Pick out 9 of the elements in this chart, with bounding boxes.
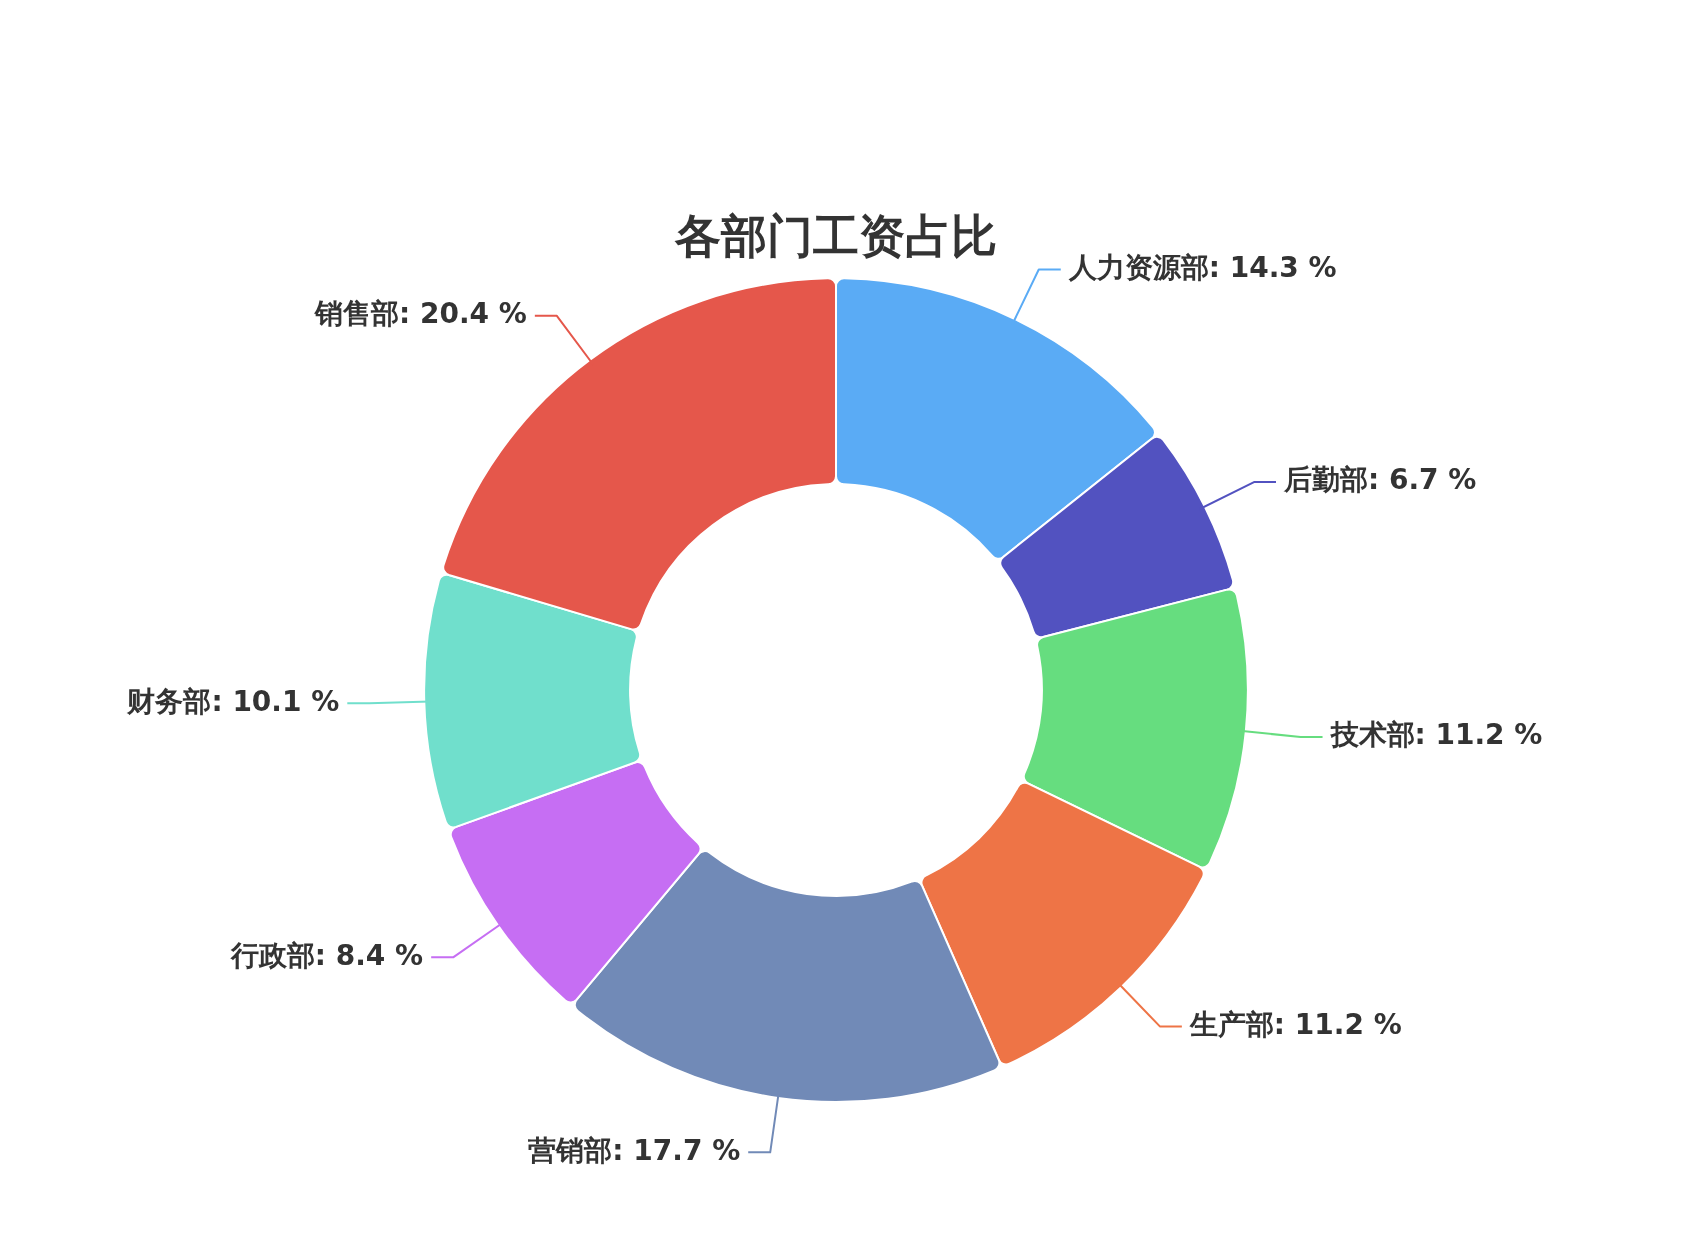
slice-label: 后勤部: 6.7 % xyxy=(1282,463,1477,497)
slice-label: 销售部: 20.4 % xyxy=(313,297,527,331)
slice-label: 营销部: 17.7 % xyxy=(527,1133,741,1167)
slice-label: 财务部: 10.1 % xyxy=(126,684,340,718)
chart-title: 各部门工资占比 xyxy=(674,208,997,263)
slice-label: 人力资源部: 14.3 % xyxy=(1067,250,1337,284)
slice-label: 技术部: 11.2 % xyxy=(1329,718,1543,752)
slice-label: 行政部: 8.4 % xyxy=(229,938,424,972)
slice-label: 生产部: 11.2 % xyxy=(1188,1007,1402,1041)
